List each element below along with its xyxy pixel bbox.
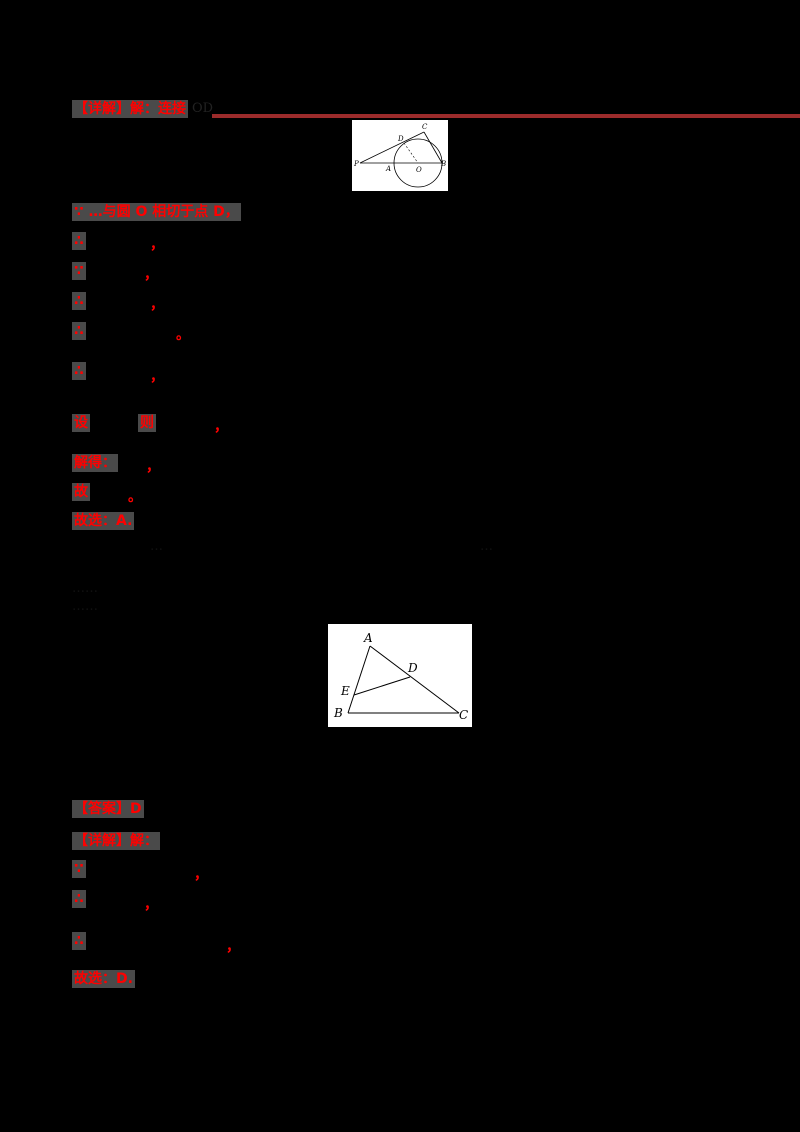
line-marker: ∴ — [72, 362, 86, 380]
line-marker: ∴ — [72, 890, 86, 908]
answer2-detail-label: 【详解】解： — [72, 832, 160, 850]
header-rule — [212, 114, 800, 118]
svg-text:O: O — [416, 166, 422, 174]
section1-title: ∵ …与圆 O 相切于点 D， — [72, 203, 241, 221]
svg-text:C: C — [459, 708, 468, 722]
line-marker: ∵ — [72, 262, 86, 280]
svg-text:D: D — [397, 135, 404, 143]
question-sub1: …… — [72, 581, 98, 596]
question-sub2: …… — [72, 599, 98, 614]
svg-text:D: D — [407, 661, 418, 675]
final-answer-label: 故选：D. — [72, 970, 135, 988]
so-marker: 故 — [72, 483, 90, 501]
svg-text:B: B — [440, 160, 446, 168]
question-stem-right: … — [480, 539, 493, 554]
answer-label: 故选：A. — [72, 512, 135, 530]
svg-text:E: E — [340, 684, 350, 698]
let-marker: 设 — [72, 414, 90, 432]
then-marker: 则 — [138, 414, 156, 432]
svg-text:A: A — [385, 165, 391, 173]
svg-text:A: A — [363, 631, 373, 645]
line-marker: ∴ — [72, 322, 86, 340]
svg-text:B: B — [333, 706, 343, 720]
question-stem-left: … — [150, 539, 163, 554]
solve-label: 解得： — [72, 454, 118, 472]
line-marker: ∴ — [72, 932, 86, 950]
svg-text:C: C — [422, 123, 428, 131]
line-marker: ∴ — [72, 232, 86, 250]
solution-header-label: 【详解】解：连接 — [72, 100, 188, 118]
line-marker: ∵ — [72, 860, 86, 878]
point-label: P — [353, 160, 359, 168]
line-marker: ∴ — [72, 292, 86, 310]
circle-tangent-diagram: P A O B C D — [352, 120, 448, 191]
triangle-diagram: A B C D E — [328, 624, 472, 727]
answer2-label: 【答案】D — [72, 800, 144, 818]
header-trailing-expression: OD — [192, 101, 214, 116]
